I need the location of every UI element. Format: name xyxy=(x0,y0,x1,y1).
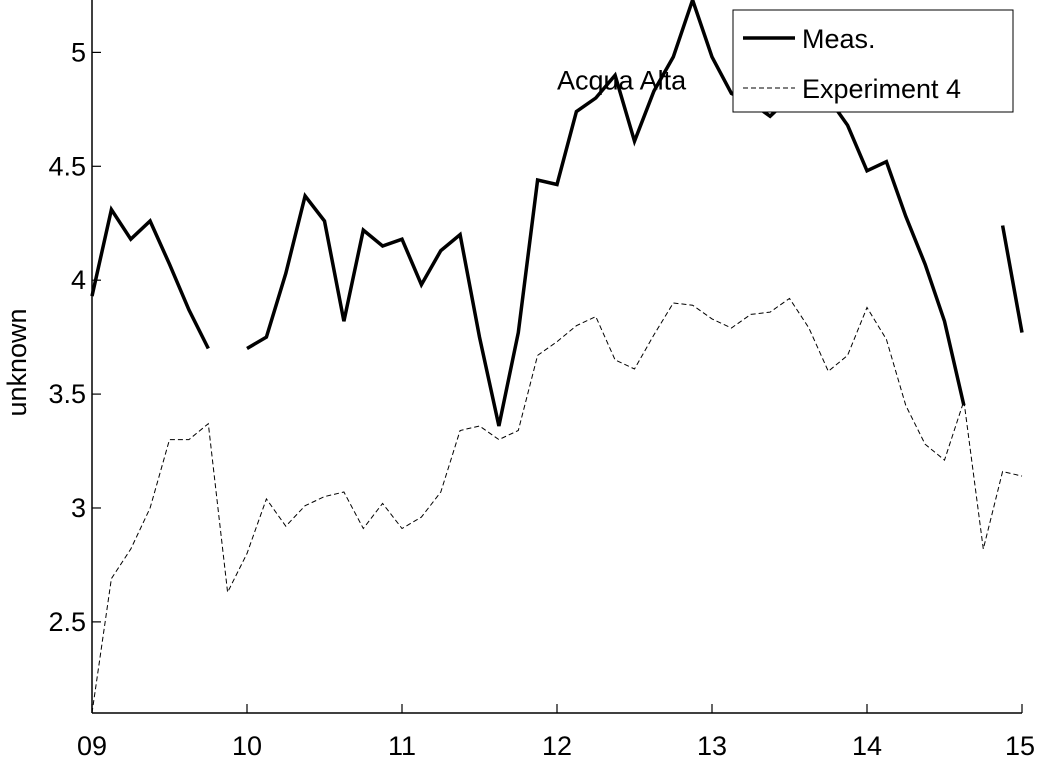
series-line-meas xyxy=(90,0,1024,427)
y-tick-label: 3.5 xyxy=(48,379,86,409)
y-axis-label: unknown xyxy=(2,308,32,416)
x-tick-label: 13 xyxy=(697,731,727,758)
x-tick-label: 11 xyxy=(388,731,416,758)
x-axis-ticks: 09 10 11 12 13 14 15 xyxy=(77,704,1035,758)
legend-label-meas: Meas. xyxy=(802,24,876,54)
x-tick-label: 15 xyxy=(1005,731,1035,758)
legend-box xyxy=(732,9,1014,113)
y-tick-label: 4.5 xyxy=(48,151,86,181)
series-layer xyxy=(90,0,1024,714)
x-tick-label: 12 xyxy=(542,731,572,758)
y-tick-label: 3 xyxy=(71,493,86,523)
legend: Meas. Experiment 4 xyxy=(732,9,1014,113)
y-tick-label: 2.5 xyxy=(48,607,86,637)
annotation-acqua-alta: Acqua Alta xyxy=(557,66,687,96)
x-tick-label: 14 xyxy=(852,731,882,758)
y-tick-label: 5 xyxy=(71,37,86,67)
y-axis-ticks: 2.5 3 3.5 4 4.5 5 xyxy=(48,37,101,637)
x-tick-label: 09 xyxy=(77,731,107,758)
x-tick-label: 10 xyxy=(232,731,262,758)
legend-label-experiment-4: Experiment 4 xyxy=(802,74,961,104)
y-tick-label: 4 xyxy=(71,265,86,295)
series-line-experiment-4 xyxy=(91,297,1023,714)
